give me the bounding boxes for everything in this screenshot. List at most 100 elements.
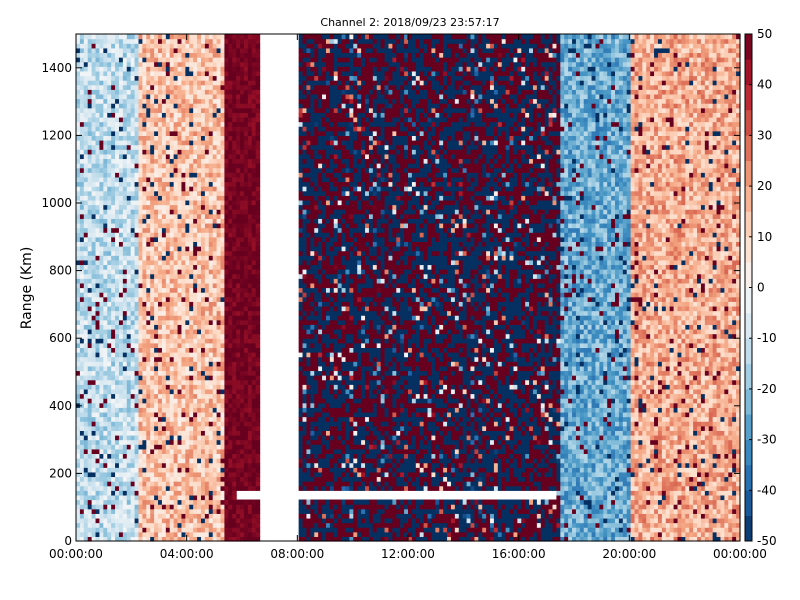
heatmap-cell (177, 84, 183, 90)
heatmap-cell (212, 163, 218, 169)
heatmap-cell (208, 347, 214, 353)
heatmap-cell (111, 338, 116, 344)
heatmap-cell (212, 227, 218, 233)
heatmap-cell (99, 282, 104, 289)
heatmap-cell (236, 70, 241, 77)
heatmap-cell (161, 448, 167, 455)
heatmap-cell (146, 462, 151, 468)
heatmap-cell (95, 361, 101, 367)
heatmap-cell (142, 296, 147, 302)
heatmap-cell (83, 301, 89, 307)
heatmap-cell (232, 375, 237, 381)
heatmap-cell (161, 352, 167, 358)
heatmap-cell (99, 504, 104, 510)
heatmap-cell (165, 195, 171, 201)
heatmap-cell (193, 356, 198, 362)
heatmap-cell (111, 278, 116, 284)
heatmap-cell (130, 499, 136, 505)
heatmap-cell (99, 264, 104, 270)
heatmap-cell (115, 476, 120, 482)
heatmap-cell (204, 513, 210, 519)
heatmap-cell (99, 116, 104, 123)
heatmap-cell (122, 57, 128, 63)
heatmap-cell (185, 269, 190, 275)
heatmap-cell (95, 273, 101, 279)
heatmap-cell (216, 259, 222, 266)
heatmap-cell (216, 278, 222, 284)
heatmap-cell (165, 57, 171, 63)
heatmap-cell (118, 112, 124, 118)
heatmap-cell (76, 167, 81, 173)
heatmap-cell (111, 370, 116, 376)
heatmap-cell (169, 163, 175, 169)
heatmap-cell (220, 158, 226, 164)
heatmap-cell (200, 158, 206, 164)
heatmap-cell (232, 398, 237, 404)
heatmap-cell (165, 416, 171, 422)
heatmap-cell (142, 140, 147, 146)
heatmap-cell (146, 163, 151, 169)
heatmap-cell (216, 398, 222, 404)
heatmap-cell (173, 499, 179, 505)
heatmap-cell (91, 499, 97, 505)
heatmap-cell (220, 190, 226, 196)
heatmap-cell (189, 287, 194, 293)
heatmap-cell (91, 98, 97, 104)
heatmap-cell (204, 292, 210, 298)
heatmap-cell (251, 434, 257, 441)
heatmap-cell (150, 513, 155, 519)
heatmap-cell (138, 66, 143, 72)
heatmap-cell (216, 269, 222, 275)
heatmap-cell (228, 490, 233, 496)
heatmap-cell (173, 98, 179, 104)
heatmap-cell (204, 278, 210, 284)
heatmap-cell (169, 453, 175, 459)
heatmap-cell (118, 485, 124, 491)
heatmap-cell (161, 66, 167, 72)
heatmap-cell (158, 89, 163, 95)
heatmap-cell (173, 319, 179, 325)
heatmap-cell (224, 439, 229, 445)
heatmap-cell (204, 149, 210, 155)
heatmap-cell (142, 176, 147, 183)
heatmap-cell (158, 522, 163, 528)
heatmap-cell (76, 149, 81, 155)
heatmap-cell (224, 398, 229, 404)
heatmap-cell (236, 416, 241, 422)
heatmap-cell (208, 319, 214, 325)
heatmap-cell (122, 181, 128, 187)
heatmap-cell (87, 89, 93, 95)
heatmap-cell (236, 328, 241, 335)
heatmap-cell (150, 434, 155, 441)
heatmap-cell (181, 333, 186, 339)
heatmap-cell (177, 458, 183, 464)
heatmap-cell (158, 508, 163, 514)
heatmap-cell (126, 121, 132, 127)
heatmap-cell (83, 388, 89, 395)
heatmap-cell (142, 342, 147, 349)
heatmap-cell (111, 333, 116, 339)
heatmap-cell (134, 241, 140, 247)
heatmap-cell (247, 504, 253, 510)
heatmap-cell (79, 421, 85, 427)
heatmap-cell (216, 204, 222, 210)
heatmap-cell (212, 236, 218, 243)
heatmap-cell (76, 186, 81, 192)
heatmap-cell (220, 407, 226, 413)
heatmap-cell (177, 517, 183, 524)
heatmap-cell (130, 250, 136, 256)
heatmap-cell (181, 388, 186, 395)
heatmap-cell (247, 209, 253, 215)
heatmap-cell (146, 89, 151, 95)
heatmap-cell (154, 43, 159, 49)
heatmap-cell (146, 490, 151, 496)
heatmap-cell (118, 361, 124, 367)
heatmap-cell (154, 425, 159, 431)
heatmap-cell (181, 98, 186, 104)
heatmap-cell (173, 204, 179, 210)
heatmap-cell (130, 310, 136, 316)
heatmap-cell (142, 199, 147, 206)
heatmap-cell (95, 57, 101, 63)
heatmap-cell (95, 158, 101, 164)
heatmap-cell (115, 43, 120, 49)
